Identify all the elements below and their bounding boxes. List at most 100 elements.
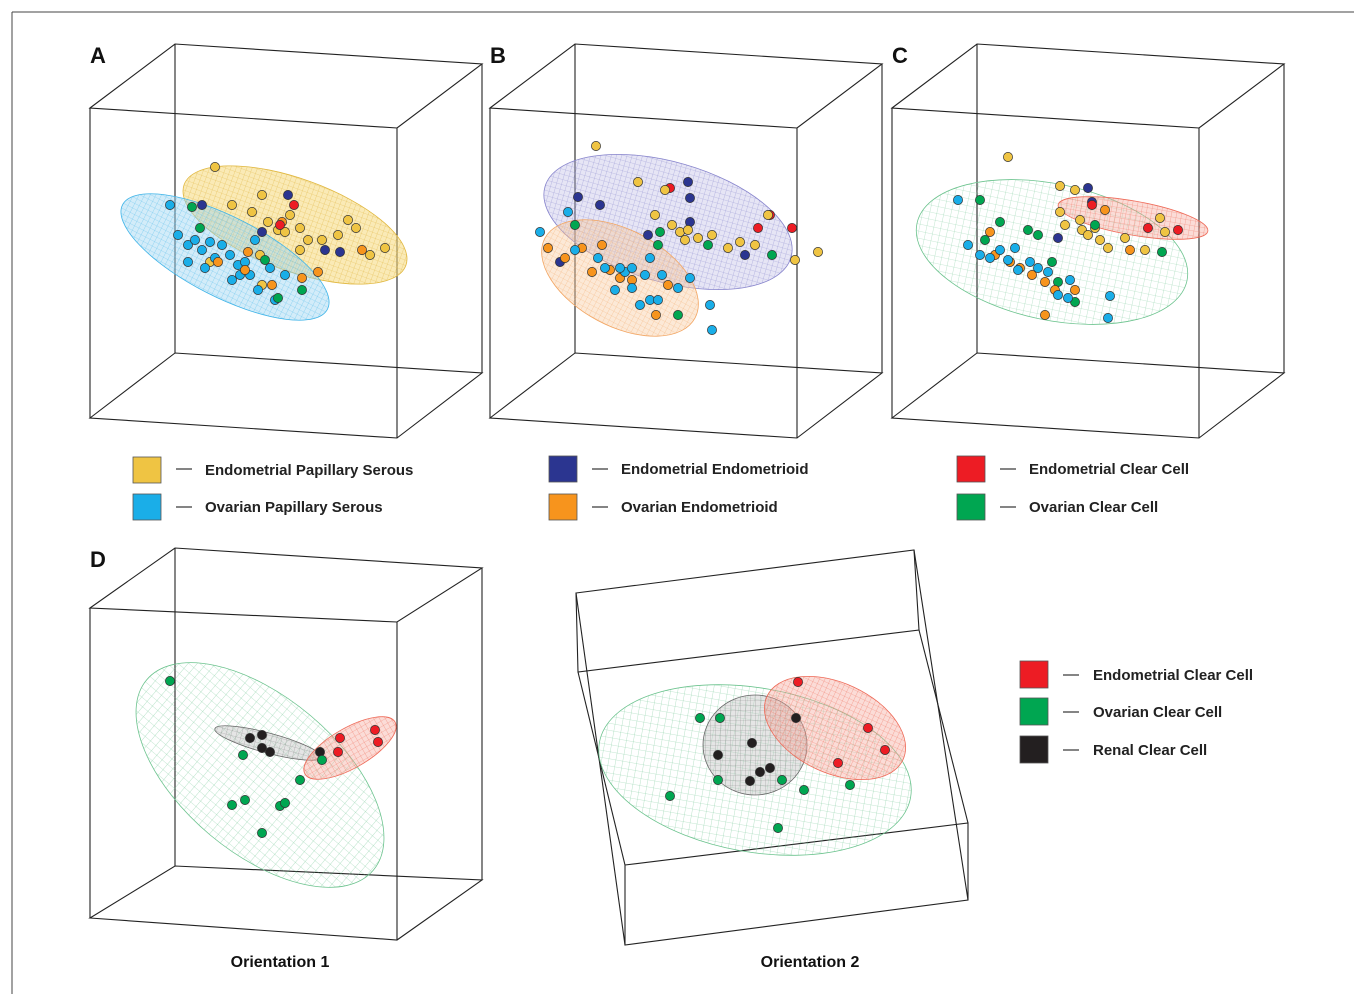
point-c-endometrial-papillary-serous-14 [1060, 220, 1070, 230]
point-d-orientation-2-renal-clear-cell-2 [713, 750, 723, 760]
point-d-orientation-2-endometrial-clear-cell-3 [833, 758, 843, 768]
point-a-endometrial-clear-cell-1 [275, 220, 285, 230]
point-a-endometrial-papillary-serous-6 [285, 210, 295, 220]
point-b-ovarian-endometrioid-3 [597, 240, 607, 250]
point-b-ovarian-papillary-serous-12 [600, 263, 610, 273]
point-c-ovarian-clear-cell-3 [1023, 225, 1033, 235]
point-a-endometrial-papillary-serous-7 [280, 227, 290, 237]
point-b-endometrial-papillary-serous-10 [750, 240, 760, 250]
legend-label-endometrial-papillary-serous: Endometrial Papillary Serous [205, 462, 413, 479]
point-c-endometrial-papillary-serous-12 [1160, 227, 1170, 237]
point-c-ovarian-papillary-serous-9 [1043, 267, 1053, 277]
point-c-endometrial-papillary-serous-1 [1055, 181, 1065, 191]
legend-d-swatch-ovarian-clear-cell [1019, 697, 1049, 726]
point-d-orientation-1-endometrial-clear-cell-0 [335, 733, 345, 743]
point-c-endometrial-clear-cell-2 [1087, 200, 1097, 210]
legend-d-label-renal-clear-cell: Renal Clear Cell [1093, 742, 1207, 759]
point-a-ovarian-endometrioid-3 [313, 267, 323, 277]
point-d-orientation-2-ovarian-clear-cell-5 [799, 785, 809, 795]
panel-d-orientation-2-box [575, 549, 969, 946]
point-c-ovarian-papillary-serous-10 [1053, 290, 1063, 300]
point-d-orientation-2-renal-clear-cell-4 [745, 776, 755, 786]
point-d-orientation-1-renal-clear-cell-3 [265, 747, 275, 757]
point-c-endometrial-endometrioid-2 [1053, 233, 1063, 243]
point-a-endometrial-papillary-serous-0 [210, 162, 220, 172]
point-b-ovarian-clear-cell-4 [673, 310, 683, 320]
point-d-orientation-2-ovarian-clear-cell-4 [777, 775, 787, 785]
point-c-endometrial-papillary-serous-8 [1103, 243, 1113, 253]
point-b-endometrial-papillary-serous-7 [707, 230, 717, 240]
point-d-orientation-1-ovarian-clear-cell-1 [238, 750, 248, 760]
point-a-ovarian-papillary-serous-16 [280, 270, 290, 280]
point-a-ovarian-endometrioid-0 [213, 257, 223, 267]
point-b-endometrial-clear-cell-3 [753, 223, 763, 233]
point-c-endometrial-clear-cell-1 [1173, 225, 1183, 235]
point-b-endometrial-papillary-serous-1 [633, 177, 643, 187]
legend-swatch-ovarian-papillary-serous [132, 493, 162, 521]
point-a-endometrial-papillary-serous-15 [380, 243, 390, 253]
point-d-orientation-2-ovarian-clear-cell-7 [773, 823, 783, 833]
legend-label-ovarian-clear-cell: Ovarian Clear Cell [1029, 499, 1158, 516]
point-a-ovarian-endometrioid-1 [240, 265, 250, 275]
point-d-orientation-1-renal-clear-cell-1 [257, 730, 267, 740]
panel-letter-a: A [90, 43, 106, 68]
point-a-endometrial-papillary-serous-16 [295, 245, 305, 255]
point-b-ovarian-papillary-serous-10 [705, 300, 715, 310]
point-a-endometrial-papillary-serous-12 [343, 215, 353, 225]
point-c-ovarian-endometrioid-9 [1100, 205, 1110, 215]
point-b-ovarian-papillary-serous-9 [673, 283, 683, 293]
legend-panel-c: Endometrial Clear Cell Ovarian Clear Cel… [956, 455, 1189, 521]
legend-panel-d: Endometrial Clear Cell Ovarian Clear Cel… [1019, 660, 1253, 764]
point-a-endometrial-papillary-serous-11 [333, 230, 343, 240]
point-a-ovarian-papillary-serous-17 [250, 235, 260, 245]
point-a-endometrial-papillary-serous-2 [227, 200, 237, 210]
point-a-endometrial-endometrioid-0 [197, 200, 207, 210]
point-c-ovarian-papillary-serous-2 [975, 250, 985, 260]
point-a-ovarian-clear-cell-2 [273, 293, 283, 303]
point-d-orientation-1-ovarian-clear-cell-2 [227, 800, 237, 810]
point-c-ovarian-papillary-serous-7 [1025, 257, 1035, 267]
point-b-endometrial-papillary-serous-9 [735, 237, 745, 247]
point-c-ovarian-papillary-serous-4 [995, 245, 1005, 255]
legend-panel-a: Endometrial Papillary Serous Ovarian Pap… [132, 456, 413, 521]
point-c-endometrial-papillary-serous-3 [1075, 215, 1085, 225]
point-d-orientation-1-endometrial-clear-cell-2 [370, 725, 380, 735]
point-b-ovarian-papillary-serous-1 [563, 207, 573, 217]
point-c-ovarian-clear-cell-8 [1157, 247, 1167, 257]
point-a-endometrial-papillary-serous-3 [247, 207, 257, 217]
point-d-orientation-2-renal-clear-cell-1 [747, 738, 757, 748]
point-d-orientation-1-ovarian-clear-cell-0 [165, 676, 175, 686]
point-b-endometrial-endometrioid-3 [643, 230, 653, 240]
point-c-ovarian-papillary-serous-15 [1010, 243, 1020, 253]
point-d-orientation-1-renal-clear-cell-2 [257, 743, 267, 753]
point-b-ovarian-papillary-serous-2 [570, 245, 580, 255]
point-b-ovarian-clear-cell-0 [570, 220, 580, 230]
point-a-endometrial-papillary-serous-13 [351, 223, 361, 233]
point-a-ovarian-papillary-serous-7 [217, 240, 227, 250]
panel-letter-b: B [490, 43, 506, 68]
legend-label-ovarian-papillary-serous: Ovarian Papillary Serous [205, 499, 383, 516]
point-a-ovarian-clear-cell-0 [187, 202, 197, 212]
point-b-endometrial-papillary-serous-0 [591, 141, 601, 151]
point-b-ovarian-papillary-serous-5 [627, 263, 637, 273]
point-c-ovarian-endometrioid-6 [1040, 310, 1050, 320]
legend-panel-b: Endometrial Endometrioid Ovarian Endomet… [548, 455, 809, 521]
point-c-ovarian-clear-cell-0 [975, 195, 985, 205]
legend-swatch-ovarian-clear-cell [956, 493, 986, 521]
point-b-ovarian-endometrioid-9 [587, 267, 597, 277]
legend-label-ovarian-endometrioid: Ovarian Endometrioid [621, 499, 778, 516]
point-a-ovarian-papillary-serous-5 [205, 237, 215, 247]
point-d-orientation-1-endometrial-clear-cell-3 [373, 737, 383, 747]
point-c-ovarian-clear-cell-1 [980, 235, 990, 245]
point-c-ovarian-papillary-serous-1 [963, 240, 973, 250]
point-a-endometrial-papillary-serous-4 [263, 217, 273, 227]
point-d-orientation-1-ovarian-clear-cell-4 [257, 828, 267, 838]
point-a-ovarian-papillary-serous-12 [227, 275, 237, 285]
legend-swatch-ovarian-endometrioid [548, 493, 578, 521]
ellipsoids [120, 153, 1209, 888]
point-b-ovarian-endometrioid-8 [663, 280, 673, 290]
point-c-ovarian-endometrioid-8 [1125, 245, 1135, 255]
legend-label-endometrial-clear-cell: Endometrial Clear Cell [1029, 461, 1189, 478]
point-d-orientation-2-ovarian-clear-cell-0 [695, 713, 705, 723]
